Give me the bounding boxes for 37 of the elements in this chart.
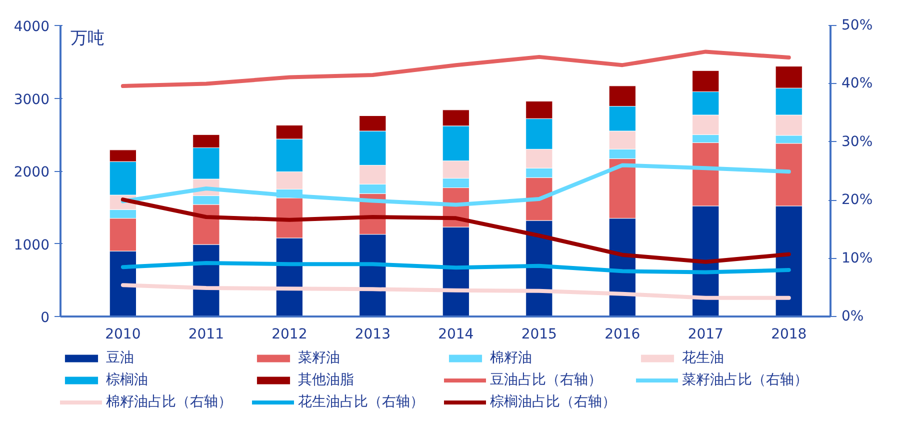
x-tick-label: 2018 bbox=[771, 326, 807, 343]
legend-label: 菜籽油占比（右轴） bbox=[682, 371, 809, 389]
legend-label: 棉籽油 bbox=[490, 349, 533, 367]
line-series bbox=[120, 283, 791, 300]
y2-tick-label: 0% bbox=[842, 308, 864, 325]
legend-label: 其他油脂 bbox=[298, 371, 355, 389]
y-tick-label: 0 bbox=[40, 310, 50, 326]
x-tick-label: 2010 bbox=[105, 326, 141, 343]
legend-label: 豆油占比（右轴） bbox=[490, 371, 603, 389]
legend-label: 棉籽油占比（右轴） bbox=[106, 393, 233, 411]
x-tick-label: 2012 bbox=[272, 326, 308, 343]
line-series bbox=[120, 50, 791, 88]
y-tick-label: 2000 bbox=[14, 164, 50, 181]
y2-tick-label: 40% bbox=[842, 76, 873, 92]
y2-tick-label: 50% bbox=[842, 18, 873, 34]
y-axis-title: 万吨 bbox=[70, 28, 105, 48]
y2-tick-label: 20% bbox=[842, 192, 873, 208]
line-series bbox=[120, 198, 791, 264]
legend-label: 菜籽油 bbox=[298, 349, 341, 367]
y-tick-label: 1000 bbox=[14, 237, 50, 254]
legend-label: 花生油 bbox=[682, 349, 725, 367]
x-tick-label: 2013 bbox=[354, 326, 390, 343]
line-series bbox=[120, 163, 791, 207]
y-tick-label: 3000 bbox=[14, 92, 50, 108]
legend-label: 棕榈油 bbox=[106, 371, 149, 389]
x-tick-label: 2016 bbox=[604, 326, 640, 343]
x-tick-label: 2014 bbox=[438, 326, 474, 343]
y2-tick-label: 30% bbox=[842, 134, 873, 150]
legend-label: 豆油 bbox=[106, 349, 135, 367]
legend-label: 花生油占比（右轴） bbox=[298, 393, 425, 411]
legend-label: 棕榈油占比（右轴） bbox=[490, 393, 617, 411]
line-series bbox=[120, 260, 791, 274]
y2-tick-label: 10% bbox=[842, 250, 873, 266]
x-tick-label: 2011 bbox=[188, 326, 224, 343]
x-tick-label: 2015 bbox=[521, 326, 557, 343]
y-tick-label: 4000 bbox=[14, 19, 50, 35]
x-tick-label: 2017 bbox=[688, 326, 724, 343]
